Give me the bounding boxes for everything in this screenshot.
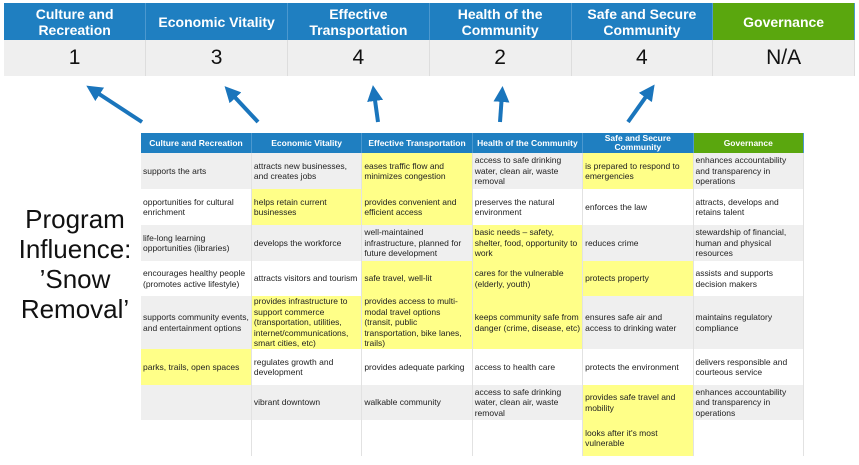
table-cell: access to safe drinking water, clean air… bbox=[472, 153, 584, 189]
summary-score: 4 bbox=[571, 40, 714, 76]
table-cell: reduces crime bbox=[582, 225, 694, 261]
column-header: Governance bbox=[693, 133, 805, 153]
column-header: Health of the Community bbox=[472, 133, 584, 153]
table-cell: life-long learning opportunities (librar… bbox=[141, 225, 252, 261]
column-header: Culture and Recreation bbox=[141, 133, 252, 153]
table-cell: preserves the natural environment bbox=[472, 189, 584, 225]
table-row: supports the arts attracts new businesses… bbox=[141, 153, 805, 189]
table-cell: looks after it's most vulnerable bbox=[582, 420, 694, 456]
table-cell bbox=[141, 420, 252, 456]
arrow-icon bbox=[224, 86, 260, 124]
column-header: Safe and Secure Community bbox=[582, 133, 694, 153]
summary-header: Governance bbox=[712, 3, 855, 40]
table-cell: assists and supports decision makers bbox=[693, 261, 805, 296]
table-row: vibrant downtown walkable community access… bbox=[141, 385, 805, 420]
summary-header: Economic Vitality bbox=[145, 3, 288, 40]
table-cell: provides adequate parking bbox=[361, 349, 473, 385]
table-cell: provides access to multi-modal travel op… bbox=[361, 296, 473, 349]
table-cell: ensures safe air and access to drinking … bbox=[582, 296, 694, 349]
table-cell: enhances accountability and transparency… bbox=[693, 385, 805, 420]
table-cell: provides convenient and efficient access bbox=[361, 189, 473, 225]
table-cell: access to health care bbox=[472, 349, 584, 385]
table-cell: attracts new businesses, and creates job… bbox=[251, 153, 363, 189]
arrow-icon bbox=[86, 85, 144, 124]
table-cell: basic needs – safety, shelter, food, opp… bbox=[472, 225, 584, 261]
table-cell: provides infrastructure to support comme… bbox=[251, 296, 363, 349]
table-cell: is prepared to respond to emergencies bbox=[582, 153, 694, 189]
column-header: Effective Transportation bbox=[361, 133, 473, 153]
table-row: opportunities for cultural enrichment hel… bbox=[141, 189, 805, 225]
table-cell: protects the environment bbox=[582, 349, 694, 385]
arrow-icon bbox=[493, 86, 510, 123]
table-cell: maintains regulatory compliance bbox=[693, 296, 805, 349]
summary-header: Safe and Secure Community bbox=[571, 3, 714, 40]
table-cell: encourages healthy people (promotes acti… bbox=[141, 261, 252, 296]
table-row: looks after it's most vulnerable bbox=[141, 420, 805, 456]
table-cell: helps retain current businesses bbox=[251, 189, 363, 225]
summary-score: N/A bbox=[712, 40, 855, 76]
table-cell: vibrant downtown bbox=[251, 385, 363, 420]
table-cell: supports the arts bbox=[141, 153, 252, 189]
table-cell bbox=[472, 420, 584, 456]
table-cell: enforces the law bbox=[582, 189, 694, 225]
table-row: encourages healthy people (promotes acti… bbox=[141, 261, 805, 296]
table-row: parks, trails, open spaces regulates grow… bbox=[141, 349, 805, 385]
table-row: life-long learning opportunities (librar… bbox=[141, 225, 805, 261]
table-cell: parks, trails, open spaces bbox=[141, 349, 252, 385]
table-cell: walkable community bbox=[361, 385, 473, 420]
table-cell: supports community events, and entertain… bbox=[141, 296, 252, 349]
table-cell: keeps community safe from danger (crime,… bbox=[472, 296, 584, 349]
table-cell: attracts visitors and tourism bbox=[251, 261, 363, 296]
summary-score: 3 bbox=[145, 40, 288, 76]
arrow-icon bbox=[367, 85, 384, 123]
summary-table: Culture and Recreation Economic Vitality E… bbox=[4, 3, 855, 76]
influence-table: Culture and Recreation Economic Vitality E… bbox=[141, 133, 805, 456]
table-cell bbox=[361, 420, 473, 456]
summary-score: 2 bbox=[429, 40, 572, 76]
table-cell: stewardship of financial, human and phys… bbox=[693, 225, 805, 261]
table-cell bbox=[693, 420, 805, 456]
summary-header: Culture and Recreation bbox=[4, 3, 147, 40]
summary-header: Health of the Community bbox=[429, 3, 572, 40]
table-cell bbox=[251, 420, 363, 456]
arrow-icon bbox=[626, 84, 655, 124]
table-cell: access to safe drinking water, clean air… bbox=[472, 385, 584, 420]
table-cell: well-maintained infrastructure, planned … bbox=[361, 225, 473, 261]
table-cell: safe travel, well-lit bbox=[361, 261, 473, 296]
summary-score: 4 bbox=[287, 40, 430, 76]
table-cell: develops the workforce bbox=[251, 225, 363, 261]
summary-score: 1 bbox=[4, 40, 147, 76]
table-cell: delivers responsible and courteous servi… bbox=[693, 349, 805, 385]
table-cell: attracts, develops and retains talent bbox=[693, 189, 805, 225]
table-cell: eases traffic flow and minimizes congest… bbox=[361, 153, 473, 189]
column-header: Economic Vitality bbox=[251, 133, 363, 153]
table-row: supports community events, and entertain… bbox=[141, 296, 805, 349]
table-cell: provides safe travel and mobility bbox=[582, 385, 694, 420]
table-cell bbox=[141, 385, 252, 420]
table-cell: cares for the vulnerable (elderly, youth… bbox=[472, 261, 584, 296]
table-cell: protects property bbox=[582, 261, 694, 296]
table-cell: opportunities for cultural enrichment bbox=[141, 189, 252, 225]
table-cell: regulates growth and development bbox=[251, 349, 363, 385]
table-cell: enhances accountability and transparency… bbox=[693, 153, 805, 189]
summary-header: Effective Transportation bbox=[287, 3, 430, 40]
program-influence-label: Program Influence: ’Snow Removal’ bbox=[18, 204, 132, 324]
